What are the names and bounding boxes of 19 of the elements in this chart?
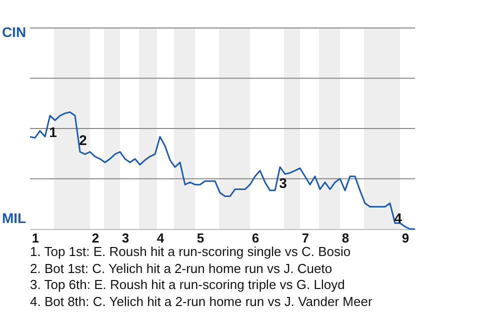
annotation: 1 bbox=[49, 124, 57, 140]
text: 1. Top 1st: E. Roush hit a run-scoring single vs C. Bosio bbox=[30, 244, 352, 260]
text: 2. Bot 1st: C. Yelich hit a 2-run home run vs J. Cueto bbox=[30, 260, 334, 277]
x-tick-label: 4 bbox=[156, 230, 165, 246]
text: 3. Top 6th: E. Roush hit a run-scoring triple vs G. Lloyd bbox=[30, 277, 346, 294]
x-tick-label: 3 bbox=[122, 230, 130, 246]
x-tick-label: 2 bbox=[92, 230, 100, 246]
x-tick-label: 1 bbox=[32, 230, 40, 246]
annotation: 2 bbox=[79, 132, 87, 148]
annotation: 3 bbox=[279, 175, 287, 191]
annotation: 4 bbox=[394, 210, 402, 226]
x-tick-label: 6 bbox=[252, 230, 260, 246]
text: 4. Bot 8th: C. Yelich hit a 2-run home run vs J. Vander Meer bbox=[30, 294, 372, 310]
text: CIN bbox=[2, 24, 26, 40]
x-tick-label: 5 bbox=[196, 230, 204, 246]
text: MIL bbox=[2, 210, 26, 226]
x-tick-label: 7 bbox=[302, 230, 310, 246]
x-tick-label: 8 bbox=[342, 230, 350, 246]
x-tick-label: 9 bbox=[402, 230, 410, 246]
